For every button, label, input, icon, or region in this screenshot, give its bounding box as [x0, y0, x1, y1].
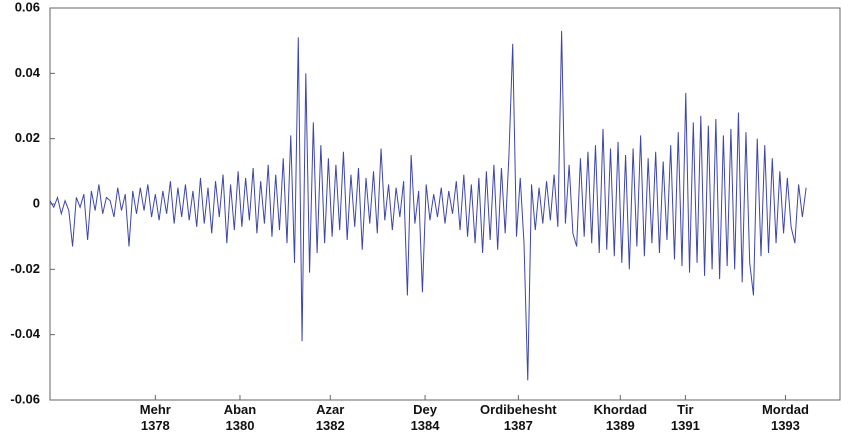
y-tick-label: -0.04 — [10, 326, 40, 341]
series-line — [50, 31, 806, 381]
chart: 0.06 0.04 0.02 0 -0.02 -0.04 -0.06 — [0, 0, 863, 436]
y-tick-label: 0.06 — [15, 0, 40, 14]
y-tick-label: 0.02 — [15, 130, 40, 145]
y-tick-label: 0 — [33, 195, 40, 210]
y-tick-label: 0.04 — [15, 65, 41, 80]
y-tick-label: -0.06 — [10, 391, 40, 406]
x-tick-label: Mordad 1393 — [725, 402, 845, 434]
page: 0.060.040.020-0.02-0.04-0.06 (() => { co… — [0, 0, 863, 436]
y-tick-label: -0.02 — [10, 261, 40, 276]
